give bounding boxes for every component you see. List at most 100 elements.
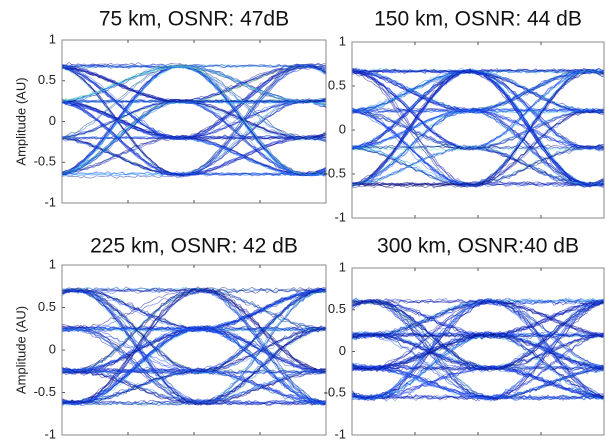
eye-trace xyxy=(62,63,326,174)
eye-trace xyxy=(352,146,604,152)
eye-trace xyxy=(352,181,604,188)
eye-trace xyxy=(62,62,326,175)
y-tick-label: 0 xyxy=(339,121,346,136)
eye-trace xyxy=(62,100,326,177)
eye-trace xyxy=(352,70,604,186)
eye-trace xyxy=(62,65,326,142)
y-tick-label: 0 xyxy=(339,343,346,358)
eye-traces xyxy=(62,62,326,179)
eye-trace xyxy=(62,65,326,176)
eye-trace xyxy=(62,63,326,175)
eye-trace xyxy=(62,64,326,176)
y-tick-label: -0.5 xyxy=(34,154,56,169)
eye-trace xyxy=(352,332,604,399)
eye-trace xyxy=(352,69,604,111)
eye-trace xyxy=(62,64,326,176)
eye-trace xyxy=(62,288,326,406)
eye-trace xyxy=(352,300,604,401)
eye-trace xyxy=(352,108,604,185)
eye-trace xyxy=(352,299,604,399)
eye-trace xyxy=(62,63,326,173)
eye-trace xyxy=(352,70,604,150)
eye-trace xyxy=(352,107,604,148)
eye-trace xyxy=(352,68,604,75)
eye-trace xyxy=(62,66,326,176)
eye-trace xyxy=(62,63,326,174)
eye-trace xyxy=(352,70,604,186)
eye-trace xyxy=(352,299,604,402)
eye-trace xyxy=(62,289,326,405)
chart-title: 150 km, OSNR: 44 dB xyxy=(374,8,582,31)
eye-traces xyxy=(62,286,326,407)
eye-trace xyxy=(62,65,326,175)
y-tick-label: 0.5 xyxy=(38,72,56,87)
y-tick-label: -1 xyxy=(334,426,346,441)
eye-trace xyxy=(352,110,604,187)
eye-trace xyxy=(62,65,326,103)
eye-trace xyxy=(62,136,326,176)
eye-trace xyxy=(352,109,604,151)
eye-trace xyxy=(62,65,326,176)
y-tick-label: 0.5 xyxy=(38,299,56,314)
y-tick-label: 1 xyxy=(339,259,346,274)
y-axis-label: Amplitude (AU) xyxy=(13,77,28,165)
eye-trace xyxy=(62,288,326,404)
eye-trace xyxy=(352,145,604,186)
eye-trace xyxy=(352,298,604,398)
eye-trace xyxy=(352,68,604,187)
eye-trace xyxy=(352,69,604,187)
eye-trace xyxy=(352,145,604,186)
eye-panel: 225 km, OSNR: 42 dB Amplitude (AU) 1 0.5 0 -0… xyxy=(13,235,327,441)
eye-trace xyxy=(62,64,326,138)
eye-trace xyxy=(62,64,326,176)
eye-trace xyxy=(62,64,326,75)
eye-traces xyxy=(352,67,604,189)
eye-trace xyxy=(352,301,604,400)
eye-trace xyxy=(62,63,326,173)
eye-trace xyxy=(62,63,326,175)
eye-trace xyxy=(62,326,326,404)
eye-trace xyxy=(62,289,326,376)
eye-trace xyxy=(62,328,326,406)
y-tick-label: 0.5 xyxy=(328,301,346,316)
eye-trace xyxy=(62,370,326,406)
eye-trace xyxy=(62,65,326,175)
eye-trace xyxy=(62,66,326,176)
eye-trace xyxy=(62,64,326,176)
eye-panel: 75 km, OSNR: 47dB Amplitude (AU) 1 0.5 0 -0.5… xyxy=(13,8,327,209)
y-tick-label: 1 xyxy=(49,31,56,46)
chart-title: 300 km, OSNR:40 dB xyxy=(377,235,579,258)
eye-trace xyxy=(62,288,326,294)
y-tick-label: 0 xyxy=(49,113,56,128)
eye-trace xyxy=(62,99,326,175)
eye-trace xyxy=(62,368,326,404)
eye-trace xyxy=(62,64,326,175)
eye-trace xyxy=(62,369,326,405)
y-tick-label: 1 xyxy=(339,33,346,48)
eye-trace xyxy=(62,327,326,375)
eye-trace xyxy=(62,327,326,406)
y-tick-label: -1 xyxy=(334,209,346,224)
eye-panel: 300 km, OSNR:40 dB 1 0.5 0 -0.5 -1 xyxy=(324,235,605,441)
eye-traces xyxy=(352,297,604,402)
eye-trace xyxy=(62,66,326,177)
y-axis-label: Amplitude (AU) xyxy=(13,306,28,394)
eye-trace xyxy=(352,299,604,399)
chart-title: 75 km, OSNR: 47dB xyxy=(99,8,289,31)
eye-trace xyxy=(62,65,326,176)
eye-trace xyxy=(62,289,326,331)
eye-trace xyxy=(62,62,326,174)
eye-trace xyxy=(352,298,604,400)
eye-trace xyxy=(62,134,326,174)
y-tick-label: -0.5 xyxy=(324,385,346,400)
eye-trace xyxy=(62,101,326,177)
eye-trace xyxy=(352,300,604,372)
eye-trace xyxy=(352,109,604,187)
eye-trace xyxy=(62,63,326,174)
chart-title: 225 km, OSNR: 42 dB xyxy=(90,235,298,258)
eye-trace xyxy=(62,66,326,139)
y-tick-label: -0.5 xyxy=(34,384,56,399)
eye-trace xyxy=(62,288,326,331)
y-tick-label: -1 xyxy=(44,194,56,209)
